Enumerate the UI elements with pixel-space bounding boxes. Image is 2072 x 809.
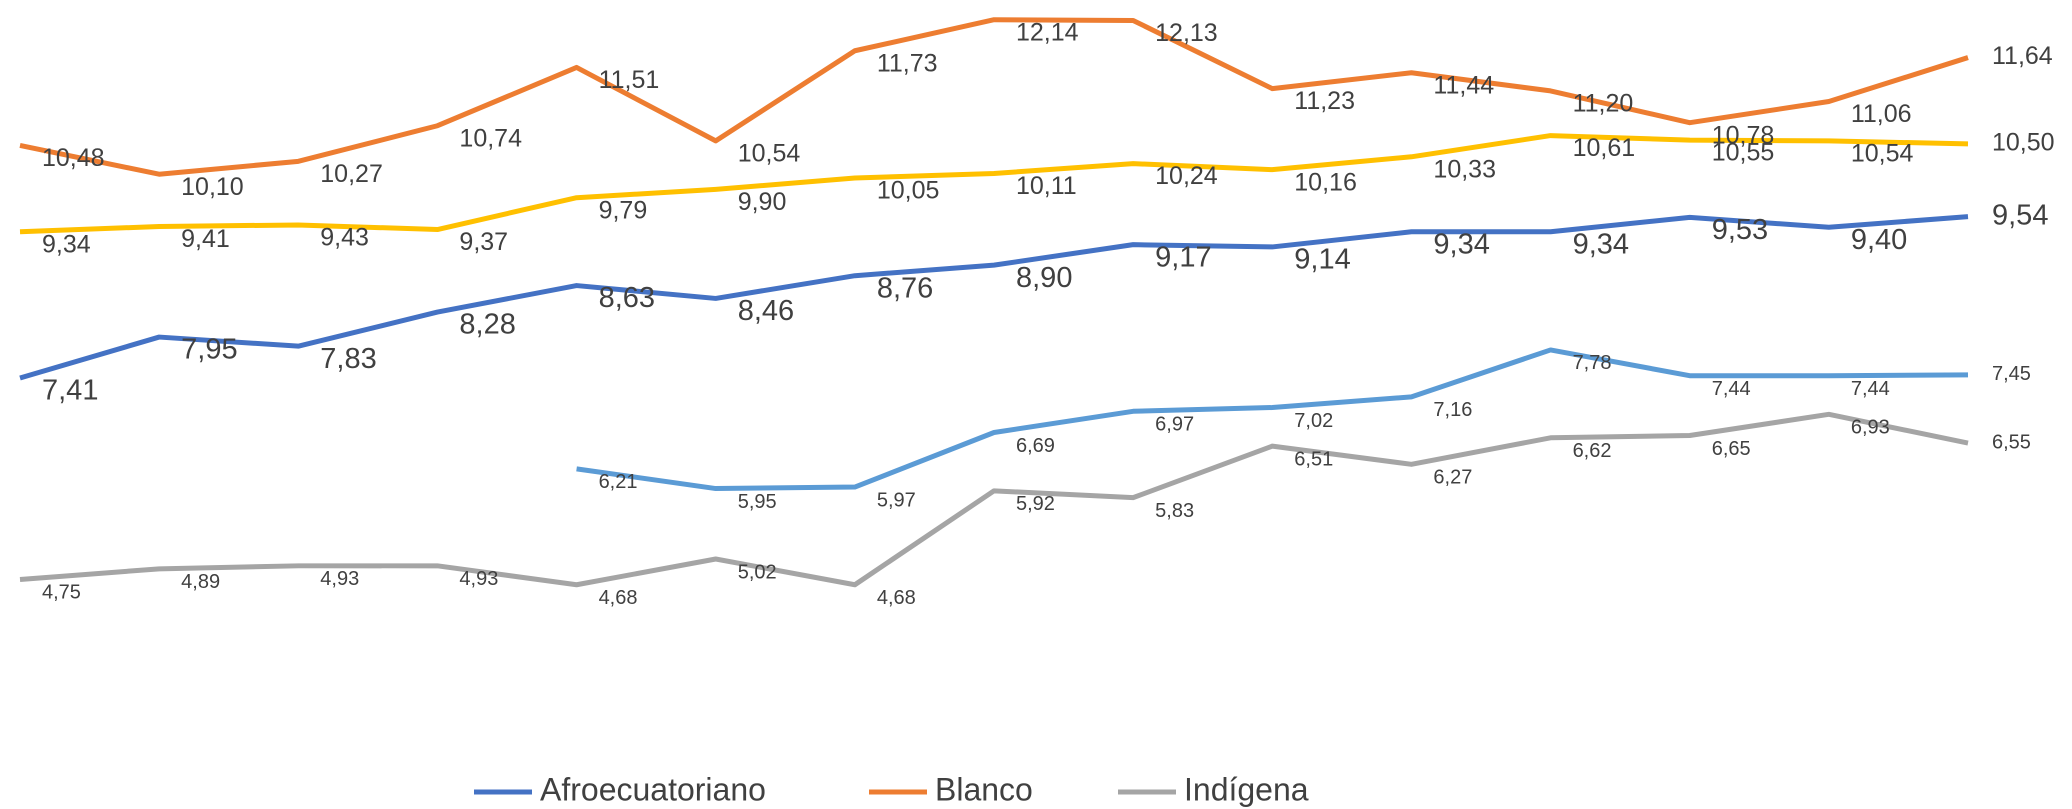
data-label: 9,43	[320, 224, 369, 252]
data-label: 11,23	[1294, 87, 1355, 115]
series-line	[19, 133, 1969, 235]
data-label: 9,54	[1992, 199, 2048, 231]
data-label: 10,78	[1712, 121, 1775, 149]
data-label: 11,44	[1433, 71, 1494, 99]
data-label: 9,40	[1851, 224, 1907, 256]
series-line	[576, 347, 1969, 492]
data-label: 7,44	[1851, 378, 1890, 400]
data-label: 10,11	[1016, 172, 1077, 200]
data-label: 8,63	[599, 282, 655, 314]
data-label: 12,14	[1016, 18, 1079, 46]
data-label: 9,17	[1155, 241, 1211, 273]
data-label: 11,06	[1851, 100, 1912, 128]
legend-label: Blanco	[935, 771, 1033, 807]
data-label: 10,55	[1712, 139, 1775, 167]
data-label: 5,83	[1155, 500, 1194, 522]
data-label: 11,64	[1992, 42, 2053, 70]
data-label: 7,44	[1712, 378, 1751, 400]
data-label: 7,45	[1992, 363, 2031, 385]
series-line	[19, 411, 1969, 588]
data-label: 4,89	[181, 571, 220, 593]
data-label: 6,27	[1433, 467, 1472, 489]
data-label: 9,34	[1573, 228, 1629, 260]
data-label: 6,93	[1851, 417, 1890, 439]
legend-label: Afroecuatoriano	[540, 771, 766, 807]
data-label: 6,69	[1016, 435, 1055, 457]
data-label: 6,21	[599, 471, 638, 493]
data-label: 11,73	[877, 49, 938, 77]
data-label: 8,28	[459, 309, 515, 341]
data-label: 9,14	[1294, 244, 1350, 276]
data-label: 10,54	[738, 139, 801, 167]
data-label: 8,76	[877, 272, 933, 304]
data-label: 4,68	[599, 587, 638, 609]
data-label: 6,62	[1573, 440, 1612, 462]
data-label: 9,37	[459, 228, 508, 256]
data-label: 10,74	[459, 124, 522, 152]
data-label: 9,53	[1712, 214, 1768, 246]
data-label: 10,10	[181, 173, 244, 201]
data-label: 4,75	[42, 582, 81, 604]
data-label: 6,65	[1712, 438, 1751, 460]
data-label: 4,93	[320, 568, 359, 590]
data-label: 10,50	[1992, 129, 2055, 157]
series-line	[19, 17, 1969, 177]
data-label: 5,97	[877, 489, 916, 511]
data-label: 7,83	[320, 343, 376, 375]
data-label: 10,05	[877, 177, 940, 205]
data-label: 9,34	[42, 230, 91, 258]
data-label: 8,90	[1016, 262, 1072, 294]
data-label: 12,13	[1155, 19, 1218, 47]
data-label: 6,51	[1294, 448, 1333, 470]
data-label: 10,54	[1851, 139, 1914, 167]
data-label: 8,46	[738, 295, 794, 327]
data-label: 10,16	[1294, 168, 1357, 196]
data-label: 7,78	[1573, 352, 1612, 374]
data-label: 6,97	[1155, 414, 1194, 436]
data-label: 6,55	[1992, 431, 2031, 453]
data-label: 9,41	[181, 225, 230, 253]
data-label: 7,41	[42, 375, 98, 407]
data-label: 10,48	[42, 144, 105, 172]
data-label: 9,34	[1433, 228, 1489, 260]
data-label: 5,92	[1016, 493, 1055, 515]
data-label: 10,24	[1155, 162, 1218, 190]
data-label: 9,90	[738, 188, 787, 216]
data-label: 5,02	[738, 561, 777, 583]
data-label: 9,79	[599, 196, 648, 224]
data-label: 11,20	[1573, 90, 1634, 118]
legend-label: Indígena	[1184, 771, 1309, 807]
data-label: 5,95	[738, 491, 777, 513]
data-label: 4,93	[459, 568, 498, 590]
data-label: 10,33	[1433, 155, 1496, 183]
data-label: 7,95	[181, 334, 237, 366]
data-label: 4,68	[877, 587, 916, 609]
data-label: 7,02	[1294, 410, 1333, 432]
data-label: 7,16	[1433, 399, 1472, 421]
data-label: 11,51	[599, 66, 660, 94]
series-line	[19, 214, 1969, 381]
data-label: 10,27	[320, 160, 383, 188]
data-label: 10,61	[1573, 134, 1636, 162]
